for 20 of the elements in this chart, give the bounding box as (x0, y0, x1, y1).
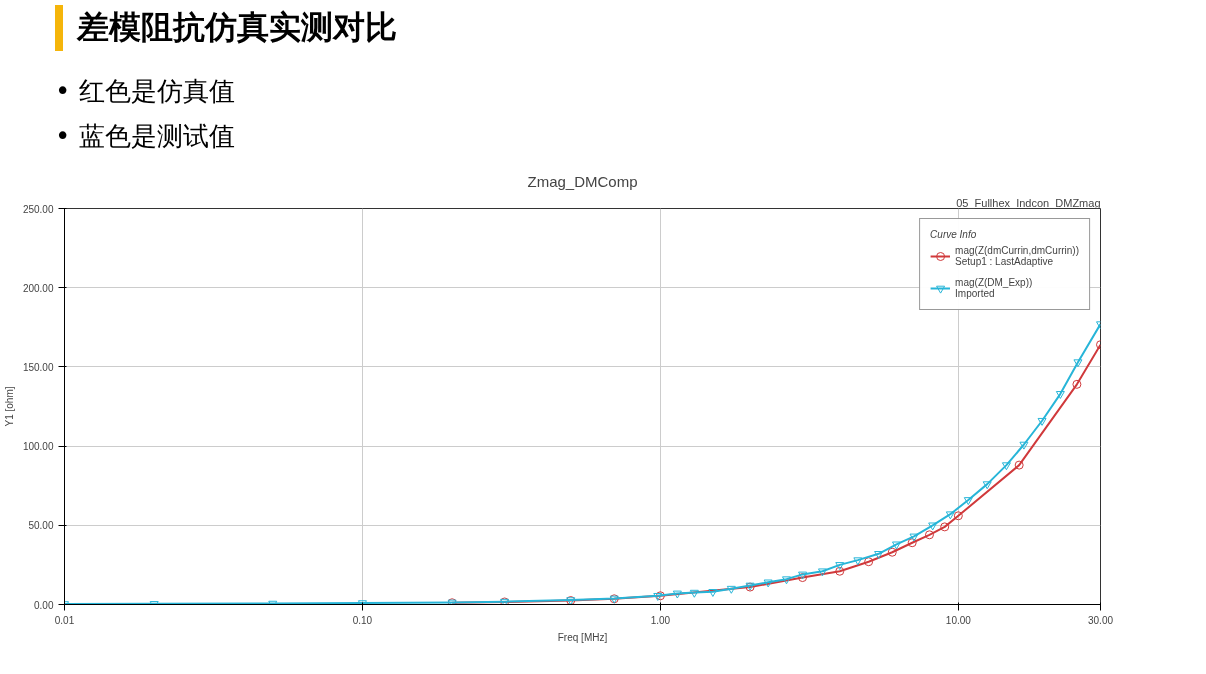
y-tick-label: 50.00 (28, 520, 54, 532)
y-tick-label: 150.00 (22, 361, 54, 373)
x-tick-label: 0.01 (54, 614, 75, 626)
y-tick-label: 200.00 (22, 282, 54, 294)
x-tick-label: 0.10 (352, 614, 373, 626)
y-tick-label: 250.00 (22, 203, 54, 215)
text: 差模阻抗仿真实测对比 (55, 5, 397, 51)
y-axis-title: Y1 [ohm] (3, 386, 15, 427)
x-tick-label: 30.00 (1087, 614, 1114, 626)
x-tick-label: 10.00 (945, 614, 972, 626)
x-tick-label: 1.00 (650, 614, 671, 626)
legend-title: Curve Info (930, 229, 978, 240)
legend-label: mag(Z(dmCurrin,dmCurrin)) Setup1 : LastAdaptive (955, 245, 1079, 267)
text: • 蓝色是测试值 (55, 120, 235, 154)
legend-label: mag(Z(DM_Exp)) Imported (955, 277, 1033, 299)
y-tick-label: 0.00 (34, 599, 54, 611)
text: • 红色是仿真值 (55, 75, 235, 108)
chart-title: Zmag_DMComp (527, 172, 638, 190)
x-axis-title: Freq [MHz] (557, 631, 608, 643)
y-tick-label: 100.00 (22, 441, 54, 453)
